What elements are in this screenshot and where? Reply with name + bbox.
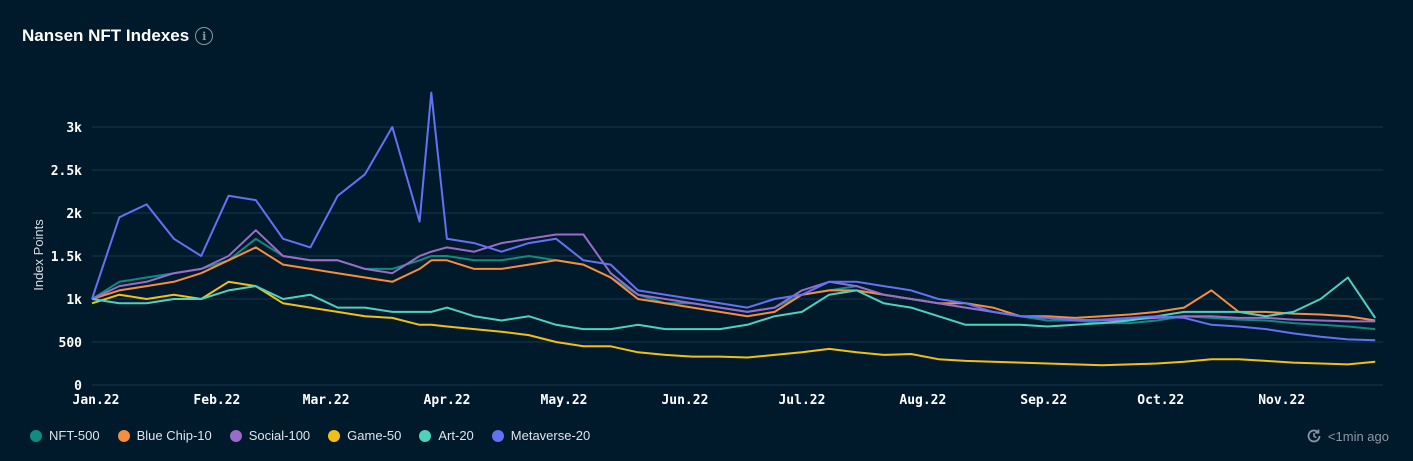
legend-label: Game-50 — [347, 428, 402, 443]
chart-card — [8, 8, 1405, 453]
series-line-metaverse-20[interactable] — [91, 91, 1376, 342]
x-tick-label: Sep.22 — [1020, 393, 1067, 408]
legend-swatch — [491, 429, 504, 442]
series-line-game-50[interactable] — [91, 280, 1376, 367]
series-line-blue-chip-10[interactable] — [91, 246, 1376, 322]
y-tick-label: 1.5k — [51, 250, 82, 265]
chart-title-row: Nansen NFT Indexes i — [22, 26, 214, 46]
legend: NFT-500 Blue Chip-10 Social-100 Game-50 Art-… — [30, 428, 590, 443]
legend-item[interactable]: Blue Chip-10 — [117, 428, 212, 443]
legend-label: NFT-500 — [49, 428, 100, 443]
x-tick-label: May.22 — [541, 393, 588, 408]
y-tick-label: 3k — [66, 121, 82, 136]
x-tick-label: Jan.22 — [73, 393, 120, 408]
x-tick-label: Jul.22 — [778, 393, 825, 408]
series-line-social-100[interactable] — [91, 229, 1376, 323]
legend-swatch — [117, 429, 130, 442]
x-tick-label: Feb.22 — [193, 393, 240, 408]
y-axis-label: Index Points — [31, 219, 46, 291]
legend-item[interactable]: Social-100 — [229, 428, 311, 443]
x-tick-label: Aug.22 — [899, 393, 946, 408]
last-updated-text: <1min ago — [1327, 428, 1389, 444]
clock-refresh-icon — [1307, 429, 1321, 443]
y-tick-label: 500 — [59, 336, 83, 351]
y-tick-label: 2k — [66, 207, 82, 222]
legend-item[interactable]: Metaverse-20 — [491, 428, 591, 443]
chart-title: Nansen NFT Indexes — [22, 26, 190, 45]
legend-item[interactable]: Game-50 — [328, 428, 401, 443]
x-tick-label: Mar.22 — [303, 393, 350, 408]
legend-label: Social-100 — [248, 428, 311, 443]
legend-swatch — [30, 429, 42, 442]
y-tick-label: 0 — [74, 379, 82, 394]
x-tick-label: Jun.22 — [661, 393, 708, 408]
y-tick-label: 2.5k — [51, 164, 82, 179]
legend-swatch — [419, 429, 432, 442]
legend-swatch — [328, 429, 341, 442]
legend-item[interactable]: NFT-500 — [30, 428, 100, 443]
info-icon[interactable]: i — [195, 27, 214, 45]
x-tick-label: Nov.22 — [1258, 393, 1305, 408]
legend-label: Art-20 — [438, 428, 474, 443]
legend-label: Blue Chip-10 — [136, 428, 212, 443]
last-updated: <1min ago — [1306, 428, 1389, 444]
legend-label: Metaverse-20 — [510, 428, 591, 443]
y-tick-label: 1k — [66, 293, 82, 308]
x-tick-label: Oct.22 — [1137, 393, 1184, 408]
x-tick-label: Apr.22 — [424, 393, 471, 408]
legend-item[interactable]: Art-20 — [419, 428, 474, 443]
legend-swatch — [229, 429, 242, 442]
